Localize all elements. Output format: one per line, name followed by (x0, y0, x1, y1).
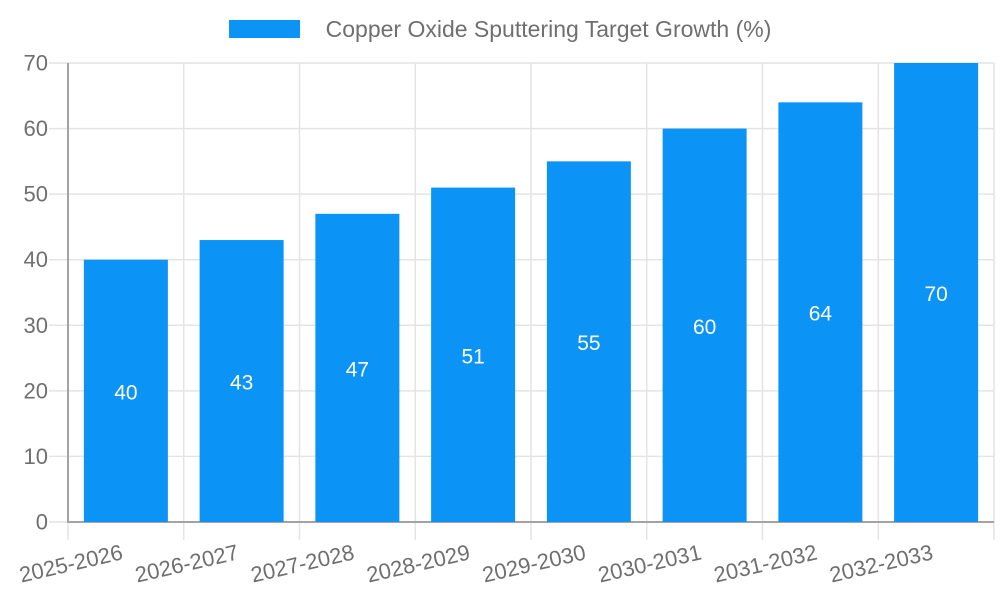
bar[interactable] (894, 63, 979, 522)
y-tick-label: 40 (24, 247, 48, 272)
x-tick-label: 2031-2032 (711, 540, 819, 588)
bar[interactable] (199, 240, 284, 523)
y-tick-label: 20 (24, 378, 48, 403)
bar-value-label: 70 (924, 283, 947, 306)
legend-label: Copper Oxide Sputtering Target Growth (%… (325, 16, 772, 42)
y-tick-label: 70 (24, 51, 48, 76)
bar-value-label: 51 (461, 345, 484, 368)
bar-value-label: 64 (809, 303, 833, 326)
x-tick-label: 2027-2028 (248, 540, 356, 588)
legend-swatch (228, 20, 300, 38)
bar[interactable] (431, 187, 516, 523)
bar-value-label: 55 (577, 332, 600, 355)
bar-value-label: 47 (346, 358, 369, 381)
y-tick-label: 30 (24, 313, 48, 338)
x-tick-label: 2025-2026 (17, 540, 125, 588)
x-tick-label: 2029-2030 (480, 540, 588, 588)
bar[interactable] (546, 161, 631, 522)
bar[interactable] (778, 102, 863, 522)
y-tick-label: 50 (24, 182, 48, 207)
x-tick-label: 2026-2027 (133, 540, 241, 588)
x-tick-label: 2028-2029 (364, 540, 472, 588)
y-tick-label: 10 (24, 444, 48, 469)
x-tick-label: 2030-2031 (596, 540, 704, 588)
bar[interactable] (83, 259, 168, 522)
y-tick-label: 60 (24, 116, 48, 141)
bar-value-label: 43 (230, 372, 253, 395)
y-tick-label: 0 (36, 510, 48, 535)
legend-item[interactable]: Copper Oxide Sputtering Target Growth (%… (0, 14, 1000, 44)
bar[interactable] (315, 213, 400, 523)
bar-value-label: 60 (693, 316, 716, 339)
bar[interactable] (662, 128, 747, 523)
x-tick-label: 2032-2033 (827, 540, 935, 588)
bar-value-label: 40 (114, 381, 137, 404)
